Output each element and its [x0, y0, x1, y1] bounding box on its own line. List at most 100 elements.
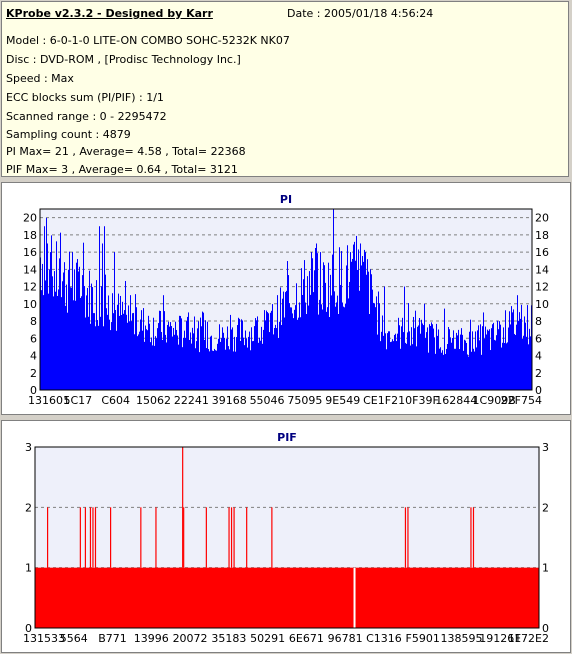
pi-bar: [207, 321, 208, 390]
pi-bar: [278, 337, 279, 390]
pi-bar: [198, 321, 199, 390]
pi-bar: [149, 323, 150, 390]
pi-bar: [245, 330, 246, 390]
pi-bar: [370, 269, 371, 390]
pi-bar: [449, 329, 450, 390]
pi-bar: [107, 314, 108, 390]
pi-bar: [215, 350, 216, 390]
pi-bar: [53, 296, 54, 390]
pi-bar: [471, 351, 472, 390]
pi-bar: [497, 320, 498, 390]
pi-bar: [412, 344, 413, 390]
pi-bar: [325, 282, 326, 390]
x-tick-label: 75095: [287, 394, 322, 407]
pi-bar: [251, 327, 252, 390]
pi-bar: [357, 269, 358, 390]
pi-bar: [173, 327, 174, 390]
chart-title: PI: [280, 193, 292, 206]
pi-bar: [145, 325, 146, 390]
pi-bar: [80, 297, 81, 390]
pi-bar: [452, 338, 453, 390]
pi-bar: [165, 334, 166, 390]
pi-bar: [166, 342, 167, 390]
pi-bar: [243, 337, 244, 390]
pi-bar: [88, 316, 89, 390]
pi-bar: [523, 335, 524, 390]
pi-bar: [389, 331, 390, 390]
pi-bar: [451, 342, 452, 390]
pi-bar: [296, 283, 297, 390]
pi-bar: [89, 270, 90, 390]
y-tick-label-right: 2: [535, 367, 542, 380]
y-tick-label-left: 1: [25, 562, 32, 575]
pi-bar: [333, 209, 334, 390]
pi-bar: [476, 347, 477, 390]
pi-bar: [426, 332, 427, 390]
pi-bar: [450, 337, 451, 390]
x-tick-label: 131533: [23, 632, 65, 645]
pi-bar: [411, 327, 412, 390]
pi-bar: [116, 330, 117, 390]
pi-bar: [390, 342, 391, 390]
pi-bar: [424, 303, 425, 390]
pi-bar: [229, 349, 230, 390]
plot-border: [39, 208, 533, 391]
pi-bar: [316, 243, 317, 390]
pi-bar: [304, 260, 305, 390]
pi-bar: [300, 317, 301, 390]
pi-bar: [487, 329, 488, 390]
pi-bar: [428, 352, 429, 390]
pi-bar: [445, 353, 446, 390]
pi-bar: [292, 313, 293, 390]
pi-bar: [391, 341, 392, 390]
pi-bar: [510, 324, 511, 390]
pi-bar: [289, 303, 290, 390]
info-panel: KProbe v2.3.2 - Designed by Karr Date : …: [1, 1, 569, 177]
x-tick-label: 5C17: [64, 394, 93, 407]
pi-bar: [44, 226, 45, 390]
pi-bar: [320, 252, 321, 390]
pi-bar: [509, 311, 510, 390]
x-tick-label: C604: [101, 394, 130, 407]
pi-bar: [438, 329, 439, 390]
pi-bar: [331, 295, 332, 390]
pi-bar: [99, 226, 100, 390]
pi-bar: [83, 242, 84, 390]
pi-bar: [78, 271, 79, 390]
x-tick-label: 35183: [211, 632, 246, 645]
pi-bar: [128, 305, 129, 390]
pi-bar: [401, 326, 402, 390]
chart-title: PIF: [277, 431, 297, 444]
pi-bar: [57, 295, 58, 390]
scan-date: Date : 2005/01/18 4:56:24: [287, 7, 434, 20]
pi-bar: [55, 291, 56, 390]
pi-bar: [189, 339, 190, 390]
pi-bar: [255, 318, 256, 390]
x-tick-label: 55046: [250, 394, 285, 407]
pi-bar: [252, 341, 253, 390]
pi-bar: [492, 324, 493, 390]
app-title: KProbe v2.3.2 - Designed by Karr: [6, 7, 213, 20]
x-tick-label: 1C909B: [473, 394, 516, 407]
pi-bar: [423, 325, 424, 390]
pi-bar: [108, 295, 109, 390]
pi-bar: [406, 343, 407, 390]
pi-bar: [514, 333, 515, 390]
pi-bar: [218, 338, 219, 390]
pi-bar: [491, 328, 492, 390]
pi-bar: [417, 326, 418, 390]
pi-bar: [322, 309, 323, 390]
pi-bar: [524, 316, 525, 390]
pi-bar: [467, 354, 468, 390]
pi-bar: [176, 329, 177, 390]
pi-bar: [375, 307, 376, 390]
pi-bar: [418, 325, 419, 390]
pi-bar: [104, 226, 105, 390]
pi-bar: [280, 287, 281, 390]
pi-bar: [430, 325, 431, 390]
pi-bar: [502, 342, 503, 390]
pi-bar: [460, 334, 461, 390]
pi-bar: [511, 306, 512, 390]
pi-bar: [366, 274, 367, 390]
pi-bar: [231, 329, 232, 390]
